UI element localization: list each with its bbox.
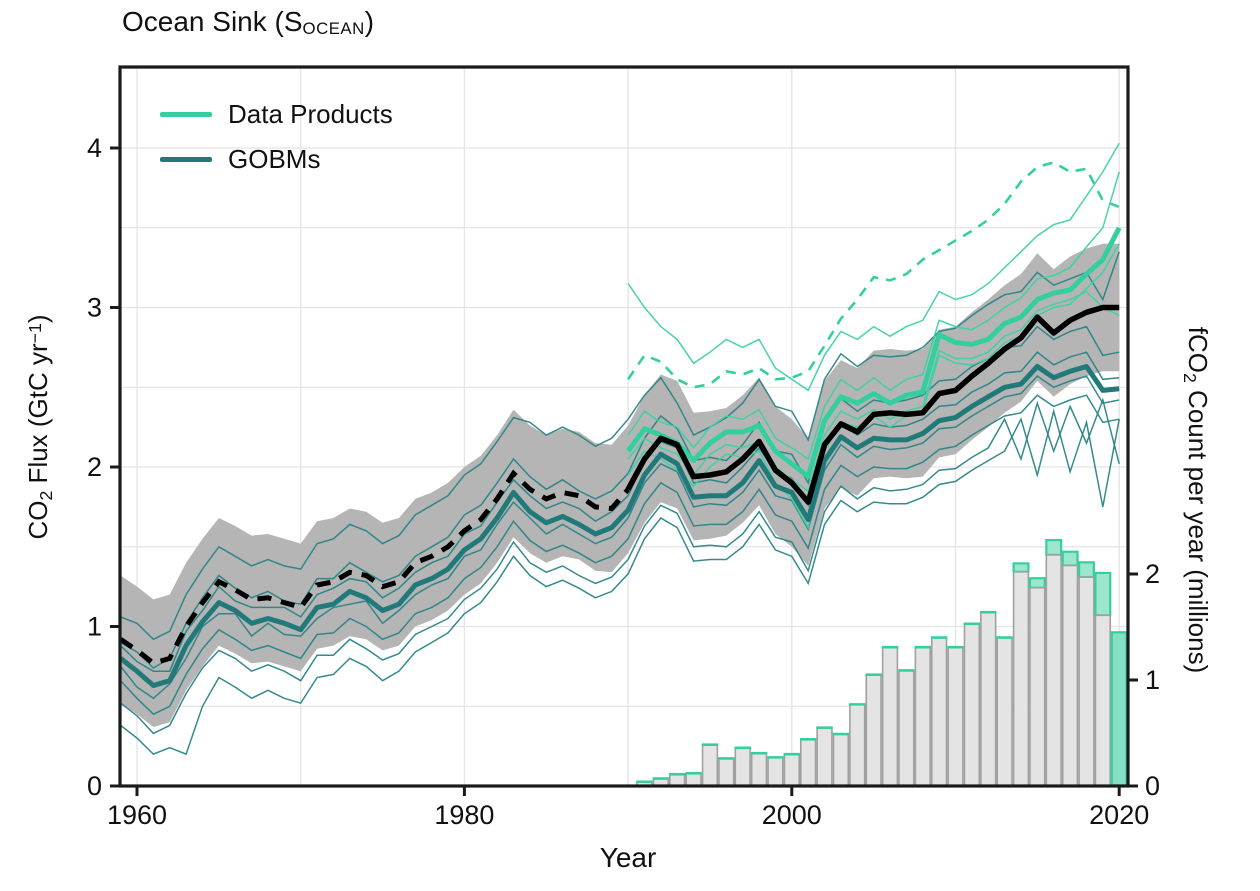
fco2-bar [1029,586,1046,786]
fco2-bar-cap [1061,550,1079,567]
fco2-bar [849,703,866,786]
fco2-bar [718,757,735,786]
title-subscript: OCEAN [302,19,365,39]
x-tick-label: 1980 [434,800,494,830]
fco2-bar [1012,571,1030,786]
x-tick-label: 1960 [107,800,167,830]
gobm-member-line [120,375,1120,700]
page-title: Ocean Sink (SOCEAN) [122,6,374,39]
data-product-dashed-line [627,160,1120,389]
best-estimate-dashed-line [120,469,631,666]
fco2-histogram [636,538,1128,786]
data-products-line-swatch [160,112,212,117]
y-right-tick-label: 1 [1145,665,1160,695]
fco2-bar [832,733,850,786]
y-left-tick-label: 2 [87,452,102,482]
fco2-bar [865,673,882,786]
gobm-member-line [120,351,1120,672]
fco2-bar [914,646,931,786]
data-product-member-line [627,290,1120,493]
fco2-bar [783,753,801,786]
fco2-bar [669,773,686,786]
fco2-bar [930,636,948,786]
fco2-bar [980,611,997,786]
fco2-bar-cap [1077,561,1095,579]
fco2-bar [1061,564,1079,786]
fco2-bar [881,646,899,786]
gobm-member-line [120,397,1120,735]
legend-label-data-products: Data Products [228,99,393,129]
plot-frame [118,65,1130,788]
fco2-bar [767,756,784,786]
fco2-bar [996,636,1013,786]
fco2-bar-cap [1094,571,1112,617]
fco2-bar-cap [1045,538,1063,557]
y-left-tick-label: 4 [87,133,102,163]
legend-item-data-products: Data Products [160,92,393,137]
gobms-mean-line [120,364,1120,688]
y-left-tick-label: 3 [87,293,102,323]
fco2-bar [750,752,768,786]
title-main: Ocean Sink (S [122,6,303,37]
y-axis-label-left: CO2 Flux (GtC yr−1) [23,314,56,540]
x-tick-label: 2000 [762,800,822,830]
title-close: ) [364,6,375,37]
fco2-bar [947,646,964,786]
y-axis-label-right: fCO2 Count per year (millions) [1180,326,1213,674]
y-right-tick-label: 2 [1145,559,1160,589]
fco2-bar [685,772,702,786]
gobms-line-swatch [160,157,212,162]
fco2-bar [1078,576,1095,786]
gobm-member-line [120,251,1120,641]
legend-label-gobms: GOBMs [228,144,321,174]
fco2-bar [1094,614,1112,786]
best-estimate-solid-line [625,304,1120,505]
y-left-tick-label: 1 [87,612,102,642]
fco2-bar [963,623,981,786]
legend: Data Products GOBMs [160,92,393,182]
y-left-tick-label: 0 [87,771,102,801]
fco2-bar [734,747,751,786]
data-product-member-line [627,142,1120,392]
fco2-bar [1045,554,1062,786]
data-product-member-line [627,171,1120,461]
plot-area [120,67,1128,786]
data-products-mean-line [626,226,1122,480]
gobm-member-line [120,394,1120,716]
fco2-bar [701,743,719,786]
x-tick-label: 2020 [1089,800,1149,830]
fco2-bar [816,726,833,786]
legend-item-gobms: GOBMs [160,137,393,182]
fco2-bar-cap [1028,577,1046,589]
fco2-bar-final-year [1110,631,1128,786]
fco2-bar [799,738,817,786]
fco2-bar-cap [1012,562,1030,573]
fco2-bar [898,669,915,786]
x-axis-label: Year [599,842,657,873]
y-right-tick-label: 0 [1145,771,1160,801]
gobm-member-line [120,408,1120,756]
